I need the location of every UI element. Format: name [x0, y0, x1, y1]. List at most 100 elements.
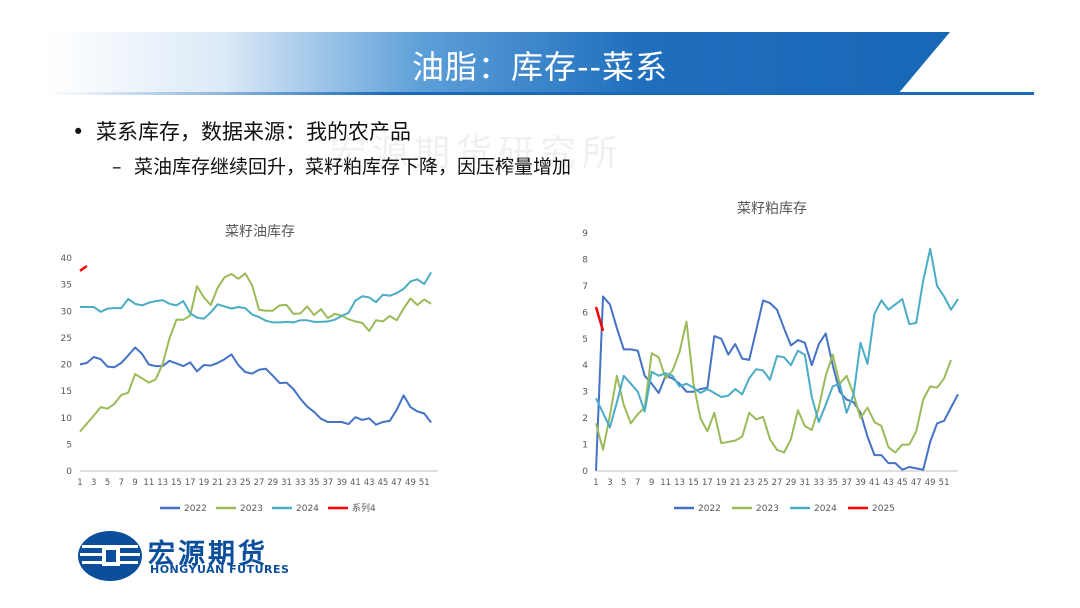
x-tick-label: 47 — [911, 478, 922, 488]
x-tick-label: 15 — [171, 478, 182, 488]
x-tick-label: 7 — [119, 478, 124, 488]
x-tick-label: 5 — [105, 478, 110, 488]
legend-label: 系列4 — [352, 502, 376, 514]
x-tick-label: 33 — [295, 478, 306, 488]
x-tick-label: 17 — [702, 478, 713, 488]
y-tick-label: 1 — [582, 441, 588, 451]
x-tick-label: 39 — [336, 478, 347, 488]
y-tick-label: 25 — [61, 334, 72, 344]
series-line-系列4 — [79, 264, 88, 272]
x-tick-label: 37 — [322, 478, 333, 488]
legend-label: 2024 — [296, 504, 319, 514]
series-line-2022 — [595, 295, 959, 471]
series-line-2023 — [595, 320, 952, 454]
y-tick-label: 0 — [66, 467, 72, 477]
slide-title: 油脂：库存--菜系 — [411, 48, 669, 86]
x-tick-label: 23 — [226, 478, 237, 488]
y-tick-label: 6 — [582, 308, 588, 318]
banner-underline — [48, 92, 1034, 95]
y-tick-label: 20 — [61, 361, 73, 371]
series-line-2025 — [594, 306, 605, 332]
x-tick-label: 7 — [635, 478, 640, 488]
y-tick-label: 15 — [61, 387, 72, 397]
y-tick-label: 10 — [61, 414, 73, 424]
y-tick-label: 3 — [582, 388, 588, 398]
legend-label: 2022 — [184, 504, 207, 514]
bullet-dash: – — [112, 156, 122, 178]
hongyuan-logo-icon — [78, 531, 142, 581]
x-tick-label: 1 — [593, 478, 598, 488]
series-line-2024 — [80, 271, 432, 324]
y-tick-label: 7 — [582, 282, 588, 292]
bullet2-text: 菜油库存继续回升，菜籽粕库存下降，因压榨量增加 — [134, 156, 572, 178]
x-tick-label: 31 — [799, 478, 810, 488]
x-tick-label: 49 — [405, 478, 416, 488]
bullet1-text: 菜系库存，数据来源：我的农产品 — [96, 120, 411, 144]
x-tick-label: 27 — [254, 478, 265, 488]
y-tick-label: 8 — [582, 255, 588, 265]
x-tick-label: 51 — [419, 478, 430, 488]
y-tick-label: 0 — [582, 467, 588, 477]
y-tick-label: 35 — [61, 281, 72, 291]
chart-title: 菜籽粕库存 — [737, 201, 807, 217]
x-tick-label: 47 — [391, 478, 402, 488]
x-tick-label: 13 — [157, 478, 168, 488]
x-tick-label: 5 — [621, 478, 626, 488]
bullet-level1: • 菜系库存，数据来源：我的农产品 — [72, 116, 411, 146]
x-tick-label: 23 — [744, 478, 755, 488]
legend-label: 2023 — [240, 504, 263, 514]
x-tick-label: 33 — [813, 478, 824, 488]
x-tick-label: 13 — [674, 478, 685, 488]
x-tick-label: 3 — [607, 478, 612, 488]
series-line-2023 — [79, 272, 432, 433]
logo-text-cn: 宏源期货 — [148, 539, 268, 570]
title-banner — [48, 32, 1034, 94]
x-tick-label: 31 — [281, 478, 292, 488]
y-tick-label: 5 — [582, 335, 588, 345]
legend-label: 2023 — [756, 504, 779, 514]
x-tick-label: 35 — [309, 478, 320, 488]
y-tick-label: 5 — [66, 440, 72, 450]
x-tick-label: 43 — [883, 478, 894, 488]
x-tick-label: 51 — [939, 478, 950, 488]
x-tick-label: 21 — [212, 478, 223, 488]
x-tick-label: 29 — [267, 478, 278, 488]
x-tick-label: 27 — [772, 478, 783, 488]
x-tick-label: 25 — [240, 478, 251, 488]
x-tick-label: 37 — [841, 478, 852, 488]
chart-title: 菜籽油库存 — [225, 224, 295, 240]
series-line-2022 — [79, 346, 432, 426]
bullet-dot: • — [72, 120, 85, 144]
x-tick-label: 17 — [185, 478, 196, 488]
bullet-level2: – 菜油库存继续回升，菜籽粕库存下降，因压榨量增加 — [112, 152, 571, 179]
x-tick-label: 49 — [925, 478, 936, 488]
x-tick-label: 3 — [91, 478, 96, 488]
y-tick-label: 30 — [61, 307, 73, 317]
legend-label: 2024 — [814, 504, 837, 514]
x-tick-label: 9 — [132, 478, 137, 488]
x-tick-label: 9 — [649, 478, 654, 488]
x-tick-label: 45 — [897, 478, 908, 488]
series-line-2024 — [595, 247, 959, 429]
x-tick-label: 45 — [378, 478, 389, 488]
x-tick-label: 11 — [143, 478, 154, 488]
x-tick-label: 21 — [730, 478, 741, 488]
logo-text-en: HONGYUAN FUTURES — [150, 563, 290, 576]
x-tick-label: 11 — [660, 478, 671, 488]
x-tick-label: 25 — [758, 478, 769, 488]
legend-label: 2025 — [872, 504, 895, 514]
x-tick-label: 15 — [688, 478, 699, 488]
watermark: 宏源期货研究所 — [330, 133, 625, 174]
x-tick-label: 41 — [350, 478, 361, 488]
x-tick-label: 43 — [364, 478, 375, 488]
y-tick-label: 40 — [61, 254, 73, 264]
x-tick-label: 41 — [869, 478, 880, 488]
x-tick-label: 19 — [716, 478, 727, 488]
x-tick-label: 1 — [77, 478, 82, 488]
x-tick-label: 35 — [827, 478, 838, 488]
x-tick-label: 29 — [786, 478, 797, 488]
legend-label: 2022 — [698, 504, 721, 514]
x-tick-label: 39 — [855, 478, 866, 488]
